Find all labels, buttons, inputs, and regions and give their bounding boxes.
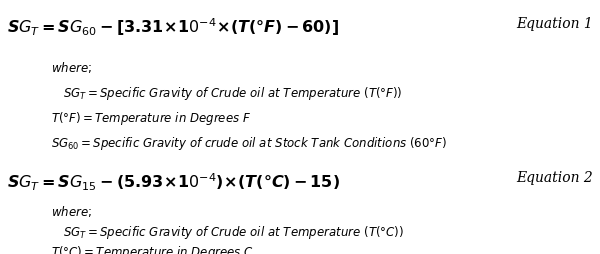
Text: $\boldsymbol{SG_T = SG_{15} - (5.93\!\times\!10^{-4})\!\times\!(T(°C) - 15)}$: $\boldsymbol{SG_T = SG_{15} - (5.93\!\ti… bbox=[7, 171, 340, 193]
Text: $\mathit{T(°C) = Temperature\ in\ Degrees\ C}$: $\mathit{T(°C) = Temperature\ in\ Degree… bbox=[51, 244, 254, 254]
Text: $\mathit{T(°F) = Temperature\ in\ Degrees\ F}$: $\mathit{T(°F) = Temperature\ in\ Degree… bbox=[51, 110, 251, 128]
Text: $\mathit{SG_T = Specific\ Gravity\ of\ Crude\ oil\ at\ Temperature\ (T(°C))}$: $\mathit{SG_T = Specific\ Gravity\ of\ C… bbox=[63, 224, 404, 241]
Text: $\mathit{SG_T = Specific\ Gravity\ of\ Crude\ oil\ at\ Temperature\ (T(°F))}$: $\mathit{SG_T = Specific\ Gravity\ of\ C… bbox=[63, 85, 403, 102]
Text: $\boldsymbol{SG_T = SG_{60} - [3.31\!\times\!10^{-4}\!\times\!(T(°F) - 60)]}$: $\boldsymbol{SG_T = SG_{60} - [3.31\!\ti… bbox=[7, 17, 340, 38]
Text: $\mathit{where;}$: $\mathit{where;}$ bbox=[51, 60, 92, 75]
Text: Equation 1: Equation 1 bbox=[516, 17, 593, 30]
Text: $\mathit{SG_{60} = Specific\ Gravity\ of\ crude\ oil\ at\ Stock\ Tank\ Condition: $\mathit{SG_{60} = Specific\ Gravity\ of… bbox=[51, 135, 447, 152]
Text: $\mathit{where;}$: $\mathit{where;}$ bbox=[51, 204, 92, 219]
Text: Equation 2: Equation 2 bbox=[516, 171, 593, 185]
